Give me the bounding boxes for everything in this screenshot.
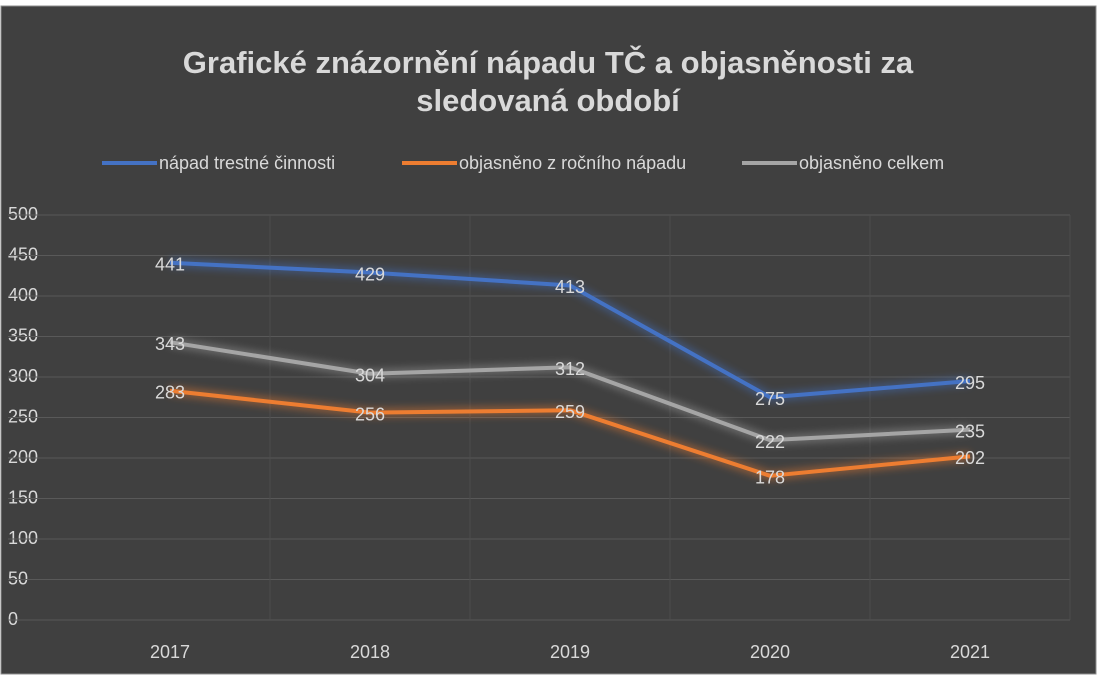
y-tick-label: 250 — [8, 406, 38, 426]
chart-title: Grafické znázornění nápadu TČ a objasněn… — [182, 45, 914, 118]
data-label: 295 — [955, 373, 985, 393]
data-label: 413 — [555, 277, 585, 297]
data-label: 429 — [355, 264, 385, 284]
legend-label: objasněno z ročního nápadu — [459, 153, 686, 173]
y-tick-label: 500 — [8, 204, 38, 224]
data-label: 312 — [555, 359, 585, 379]
y-tick-label: 400 — [8, 285, 38, 305]
data-label: 343 — [155, 334, 185, 354]
y-tick-label: 0 — [8, 609, 18, 629]
data-label: 256 — [355, 404, 385, 424]
y-tick-label: 150 — [8, 487, 38, 507]
data-label: 275 — [755, 389, 785, 409]
data-label: 304 — [355, 366, 385, 386]
data-label: 235 — [955, 421, 985, 441]
y-tick-label: 50 — [8, 568, 28, 588]
x-tick-label: 2019 — [550, 642, 590, 662]
data-label: 259 — [555, 402, 585, 422]
data-label: 178 — [755, 468, 785, 488]
data-label: 283 — [155, 383, 185, 403]
y-tick-label: 100 — [8, 528, 38, 548]
y-tick-label: 450 — [8, 244, 38, 264]
x-tick-label: 2017 — [150, 642, 190, 662]
data-label: 441 — [155, 255, 185, 275]
data-label: 202 — [955, 448, 985, 468]
x-tick-label: 2018 — [350, 642, 390, 662]
y-tick-label: 300 — [8, 366, 38, 386]
data-label: 222 — [755, 432, 785, 452]
x-tick-label: 2020 — [750, 642, 790, 662]
series-line — [169, 388, 971, 478]
x-tick-label: 2021 — [950, 642, 990, 662]
y-tick-label: 350 — [8, 325, 38, 345]
y-tick-label: 200 — [8, 447, 38, 467]
series-line — [169, 260, 971, 400]
legend-label: nápad trestné činnosti — [159, 153, 335, 173]
legend-label: objasněno celkem — [799, 153, 944, 173]
series-line — [169, 340, 971, 443]
